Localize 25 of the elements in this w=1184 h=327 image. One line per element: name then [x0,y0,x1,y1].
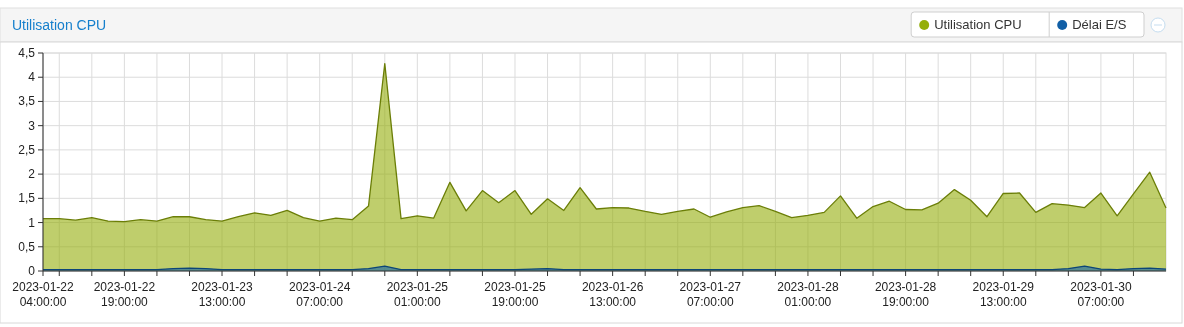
y-tick-label: 2,5 [18,142,36,157]
y-tick-label: 2 [28,167,36,182]
x-tick-label: 2023-01-23 13:00:00 [191,280,254,309]
x-tick-label: 2023-01-28 01:00:00 [777,280,839,309]
y-tick-label: 0,5 [18,239,36,254]
y-tick-label: 3,5 [18,94,36,109]
y-tick-label: 1 [28,215,36,230]
y-tick-label: 1,5 [18,191,36,206]
y-tick-label: 0 [28,264,36,278]
legend-label: Utilisation CPU [934,17,1022,32]
x-tick-label: 2023-01-25 19:00:00 [484,280,546,309]
x-tick-label: 2023-01-22 19:00:00 [93,280,156,309]
x-tick-label: 2023-01-22 04:00:00 [12,280,75,309]
legend-label: Délai E/S [1072,17,1127,32]
x-tick-label: 2023-01-27 07:00:00 [679,280,742,309]
x-tick-label: 2023-01-25 01:00:00 [386,280,449,309]
y-tick-label: 3 [28,118,36,133]
y-tick-label: 4 [28,70,36,85]
x-tick-label: 2023-01-29 13:00:00 [972,280,1035,309]
x-tick-label: 2023-01-28 19:00:00 [874,280,937,309]
y-tick-label: 4,5 [18,46,36,60]
x-tick-label: 2023-01-26 13:00:00 [581,280,644,309]
x-tick-label: 2023-01-24 07:00:00 [288,280,351,309]
chart-title: Utilisation CPU [12,17,107,33]
x-tick-label: 2023-01-30 07:00:00 [1070,280,1132,309]
